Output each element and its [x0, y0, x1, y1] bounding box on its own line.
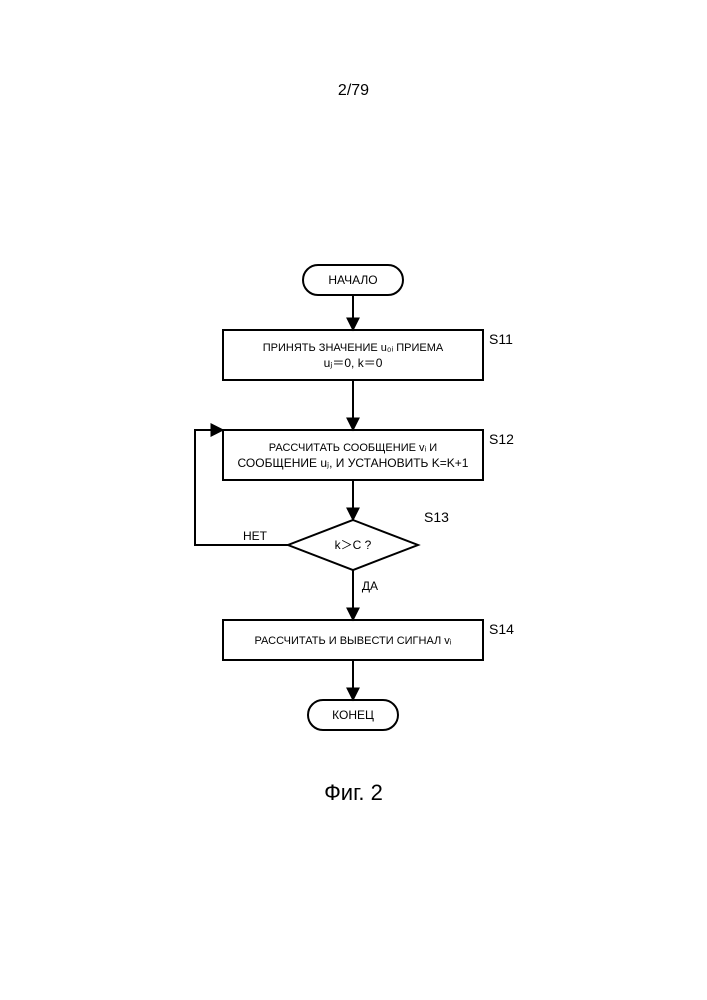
svg-text:Фиг. 2: Фиг. 2 [324, 780, 383, 805]
svg-text:СООБЩЕНИЕ uⱼ, И УСТАНОВИТЬ K=K: СООБЩЕНИЕ uⱼ, И УСТАНОВИТЬ K=K+1 [238, 456, 469, 470]
svg-text:РАССЧИТАТЬ И ВЫВЕСТИ СИГНАЛ v: РАССЧИТАТЬ И ВЫВЕСТИ СИГНАЛ vᵢ [254, 635, 451, 647]
svg-text:S12: S12 [489, 431, 514, 447]
s12 [223, 430, 483, 480]
svg-text:S14: S14 [489, 621, 514, 637]
svg-text:S11: S11 [489, 331, 513, 347]
svg-text:S13: S13 [424, 509, 449, 525]
svg-text:РАССЧИТАТЬ СООБЩЕНИЕ vᵢ И: РАССЧИТАТЬ СООБЩЕНИЕ vᵢ И [269, 442, 437, 454]
svg-text:k＞C ?: k＞C ? [335, 538, 372, 552]
svg-text:2/79: 2/79 [338, 82, 369, 99]
svg-text:КОНЕЦ: КОНЕЦ [332, 708, 374, 722]
s11 [223, 330, 483, 380]
svg-text:ДА: ДА [362, 579, 378, 593]
svg-text:НАЧАЛО: НАЧАЛО [328, 273, 377, 287]
svg-text:uⱼ＝0, k＝0: uⱼ＝0, k＝0 [324, 356, 383, 370]
svg-text:НЕТ: НЕТ [243, 529, 268, 543]
svg-text:ПРИНЯТЬ ЗНАЧЕНИЕ u₀ᵢ ПРИЕМА: ПРИНЯТЬ ЗНАЧЕНИЕ u₀ᵢ ПРИЕМА [263, 342, 444, 354]
